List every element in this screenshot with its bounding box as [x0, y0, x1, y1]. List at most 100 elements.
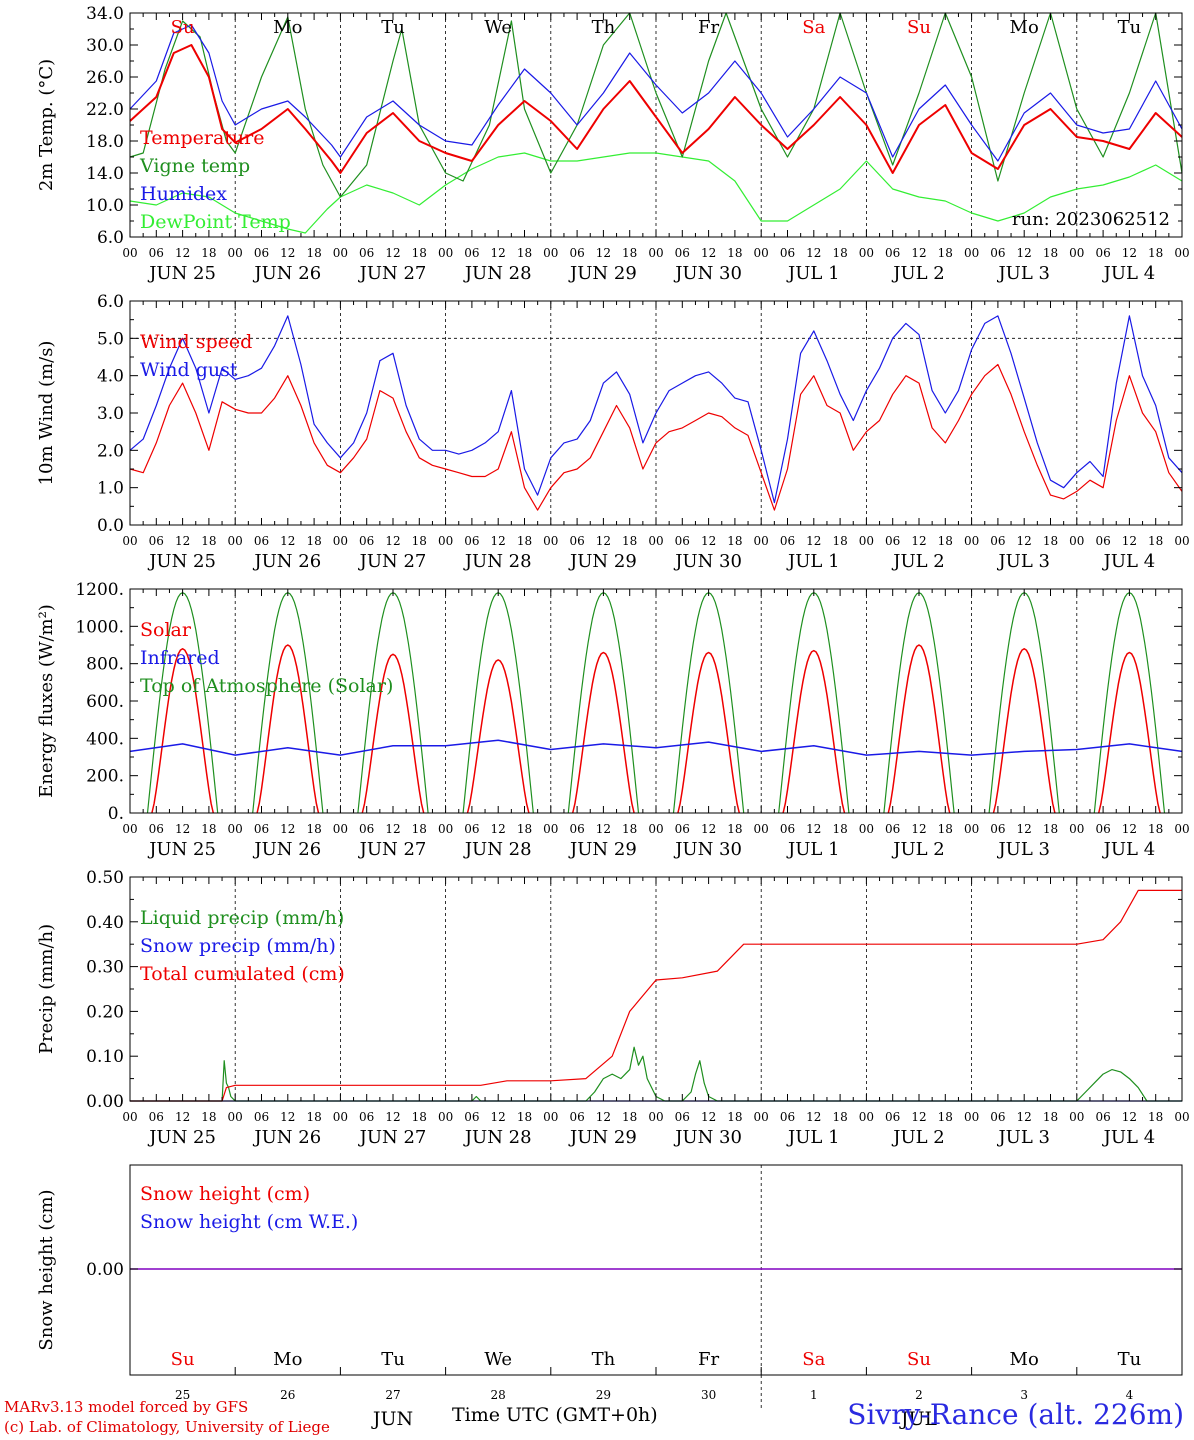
- weekday-label: We: [484, 17, 512, 38]
- weekday-label: Tu: [381, 17, 405, 38]
- hour-tick-label: 00: [754, 1110, 769, 1124]
- month-label: JUL: [899, 1408, 938, 1430]
- solar-day: [677, 651, 741, 814]
- hour-tick-label: 00: [438, 534, 453, 548]
- hour-tick-label: 00: [228, 534, 243, 548]
- energy-y-axis-title: Energy fluxes (W/m²): [36, 604, 57, 798]
- hour-tick-label: 00: [543, 534, 558, 548]
- hour-tick-label: 18: [517, 1110, 532, 1124]
- series-wind-speed: [129, 363, 1183, 511]
- hour-tick-label: 12: [701, 246, 716, 260]
- day-number-label: 1: [810, 1388, 818, 1402]
- hour-tick-label: 12: [911, 534, 926, 548]
- wind-legend-item: Wind gust: [140, 359, 238, 381]
- weekday-label: Sa: [802, 17, 825, 38]
- weekday-label: Su: [907, 17, 931, 38]
- date-label: JUN 30: [673, 839, 742, 860]
- weekday-label: Su: [171, 17, 195, 38]
- hour-tick-label: 00: [648, 1110, 663, 1124]
- hour-tick-label: 12: [385, 1110, 400, 1124]
- weekday-label: Tu: [1118, 1349, 1142, 1370]
- date-label: JUN 29: [568, 551, 637, 572]
- hour-tick-label: 06: [885, 246, 900, 260]
- y-tick-label: 0.00: [86, 1260, 124, 1280]
- hour-tick-label: 00: [543, 822, 558, 836]
- hour-tick-label: 12: [280, 822, 295, 836]
- y-tick-label: 0.50: [86, 868, 124, 888]
- hour-tick-label: 06: [1095, 822, 1110, 836]
- weekday-label: Th: [592, 17, 616, 38]
- hour-tick-label: 06: [569, 534, 584, 548]
- date-label: JUN 26: [252, 839, 321, 860]
- hour-tick-label: 12: [175, 534, 190, 548]
- hour-tick-label: 12: [806, 246, 821, 260]
- hour-tick-label: 06: [359, 246, 374, 260]
- hour-tick-label: 12: [596, 1110, 611, 1124]
- hour-tick-label: 00: [122, 246, 137, 260]
- date-label: JUN 29: [568, 263, 637, 284]
- y-tick-label: 0.: [108, 804, 124, 824]
- y-tick-label: 34.0: [86, 4, 124, 24]
- hour-tick-label: 12: [1122, 1110, 1137, 1124]
- hour-tick-label: 12: [1017, 1110, 1032, 1124]
- y-tick-label: 200.: [86, 767, 124, 787]
- hour-tick-label: 00: [228, 822, 243, 836]
- wind-y-axis-title: 10m Wind (m/s): [36, 341, 57, 486]
- hour-tick-label: 18: [1043, 822, 1058, 836]
- day-number-label: 3: [1020, 1388, 1028, 1402]
- hour-tick-label: 00: [859, 1110, 874, 1124]
- date-label: JUN 25: [147, 1127, 216, 1148]
- y-tick-label: 1200.: [75, 580, 124, 600]
- y-tick-label: 0.30: [86, 958, 124, 978]
- date-label: JUN 26: [252, 263, 321, 284]
- hour-tick-label: 12: [385, 822, 400, 836]
- hour-tick-label: 12: [701, 534, 716, 548]
- y-tick-label: 5.0: [97, 329, 124, 349]
- hour-tick-label: 12: [1122, 822, 1137, 836]
- date-label: JUN 27: [358, 551, 427, 572]
- hour-tick-label: 06: [569, 822, 584, 836]
- text-layer: 00 06 12 18 JUN 25 00 06 12 18 JUN 26 00 06 12 18 JUN …: [36, 4, 1190, 1430]
- hour-tick-label: 00: [754, 822, 769, 836]
- solar-day: [466, 659, 530, 814]
- solar-day: [151, 647, 215, 814]
- hour-tick-label: 00: [964, 246, 979, 260]
- model-credit: MARv3.13 model forced by GFS: [4, 1398, 249, 1416]
- hour-tick-label: 00: [333, 534, 348, 548]
- hour-tick-label: 06: [675, 246, 690, 260]
- hour-tick-label: 12: [911, 246, 926, 260]
- y-tick-label: 1000.: [75, 617, 124, 637]
- hour-tick-label: 06: [990, 1110, 1005, 1124]
- solar-day: [1097, 651, 1161, 814]
- hour-tick-label: 06: [149, 246, 164, 260]
- hour-tick-label: 06: [885, 822, 900, 836]
- hour-tick-label: 18: [1148, 246, 1163, 260]
- day-number-label: 29: [596, 1388, 611, 1402]
- energy-legend-item: Top of Atmosphere (Solar): [140, 675, 393, 697]
- date-label: JUN 28: [463, 263, 532, 284]
- weekday-label: Mo: [273, 17, 302, 38]
- hour-tick-label: 00: [1069, 822, 1084, 836]
- date-label: JUL 3: [996, 263, 1050, 284]
- hour-tick-label: 06: [1095, 1110, 1110, 1124]
- hour-tick-label: 12: [1017, 246, 1032, 260]
- hour-tick-label: 12: [175, 822, 190, 836]
- hour-tick-label: 18: [517, 246, 532, 260]
- solar-day: [571, 651, 635, 814]
- day-number-label: 27: [385, 1388, 400, 1402]
- hour-tick-label: 18: [517, 534, 532, 548]
- hour-tick-label: 06: [990, 246, 1005, 260]
- hour-tick-label: 06: [254, 246, 269, 260]
- date-label: JUL 2: [891, 263, 945, 284]
- hour-tick-label: 12: [806, 822, 821, 836]
- date-label: JUN 25: [147, 263, 216, 284]
- hour-tick-label: 06: [464, 822, 479, 836]
- weekday-label: Fr: [698, 17, 719, 38]
- date-label: JUN 25: [147, 551, 216, 572]
- grid-layer: [130, 13, 1182, 1410]
- hour-tick-label: 18: [306, 246, 321, 260]
- hour-tick-label: 00: [648, 822, 663, 836]
- hour-tick-label: 00: [648, 534, 663, 548]
- y-tick-label: 30.0: [86, 36, 124, 56]
- y-tick-label: 0.10: [86, 1047, 124, 1067]
